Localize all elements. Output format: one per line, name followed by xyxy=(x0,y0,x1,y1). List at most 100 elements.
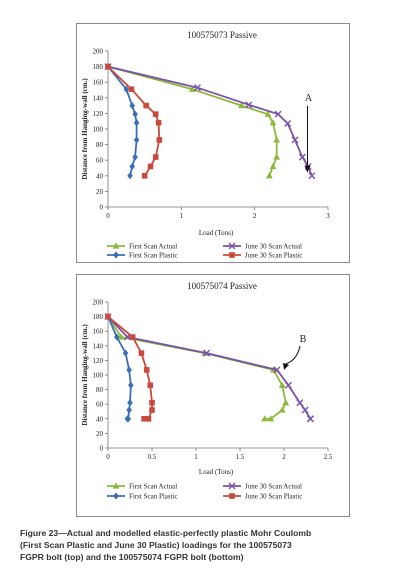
data-point xyxy=(113,492,119,500)
data-point xyxy=(291,136,299,144)
y-tick-label: 20 xyxy=(96,430,104,438)
series-june-30-scan-plastic xyxy=(105,313,155,422)
data-point xyxy=(238,102,245,109)
data-point xyxy=(269,162,277,170)
chart-title: 100575073 Passive xyxy=(187,30,257,40)
data-point xyxy=(155,119,162,126)
y-tick-label: 0 xyxy=(100,204,104,212)
x-axis-label: Load (Tons) xyxy=(199,229,234,237)
series-line xyxy=(107,316,287,420)
data-point xyxy=(112,242,120,249)
data-point xyxy=(133,119,140,127)
legend-label: June 30 Scan Actual xyxy=(245,243,302,251)
data-point xyxy=(228,482,236,490)
chart-panel-bottom: 100575074 Passive 0 20 40 60 80 100 120 140 160 18… xyxy=(76,274,350,517)
legend-label: June 30 Scan Plastic xyxy=(245,493,302,501)
data-point xyxy=(306,415,314,423)
caption-line: (First Scan Plastic and June 30 Plastic)… xyxy=(20,540,292,550)
y-tick-label: 120 xyxy=(93,110,104,118)
legend-entry: First Scan Actual xyxy=(107,242,177,251)
data-point xyxy=(112,482,120,489)
legend-entry: June 30 Scan Plastic xyxy=(223,252,302,260)
legend-label: First Scan Plastic xyxy=(129,493,178,501)
legend-entry: June 30 Scan Actual xyxy=(223,483,302,491)
data-point xyxy=(127,172,133,180)
y-tick-label: 40 xyxy=(96,172,104,180)
caption-line: Figure 23—Actual and modelled elastic-pe… xyxy=(20,528,312,538)
data-point xyxy=(127,399,133,407)
annotation-arrowhead xyxy=(283,362,289,370)
x-tick-label: 1 xyxy=(180,212,184,220)
data-point xyxy=(145,416,152,422)
annotation-arrowhead xyxy=(304,165,311,173)
series-line xyxy=(107,65,313,177)
data-point xyxy=(141,416,147,422)
data-point xyxy=(117,333,125,340)
legend-entry: First Scan Actual xyxy=(107,482,177,491)
y-tick-label: 140 xyxy=(93,342,104,350)
series-line xyxy=(107,66,138,177)
y-tick-label: 100 xyxy=(93,372,104,380)
caption-line: FGPR bolt (top) and the 100575074 FGPR b… xyxy=(20,552,244,562)
data-point xyxy=(296,399,304,407)
x-axis-label: Load (Tons) xyxy=(199,468,234,476)
series-first-scan-actual xyxy=(104,313,290,422)
data-point xyxy=(123,85,130,93)
data-point xyxy=(152,111,159,117)
data-point xyxy=(298,153,306,161)
data-point xyxy=(301,406,309,414)
y-tick-label: 180 xyxy=(93,63,104,71)
x-tick-label: 1.5 xyxy=(236,453,245,461)
data-point xyxy=(245,101,253,109)
data-point xyxy=(143,367,150,373)
x-tick-label: 2 xyxy=(282,453,286,461)
data-point xyxy=(147,382,154,389)
data-point xyxy=(149,407,155,413)
data-point xyxy=(138,350,145,356)
data-point xyxy=(132,110,138,118)
y-tick-label: 180 xyxy=(93,313,104,321)
data-point xyxy=(273,153,281,160)
y-tick-label: 80 xyxy=(96,386,104,394)
data-point xyxy=(143,102,149,109)
data-point xyxy=(193,84,201,92)
y-axis-label: Distance from Hanging-wall (cm.) xyxy=(81,78,89,180)
chart-bottom: 100575074 Passive02040608010012014016018… xyxy=(81,281,333,501)
y-tick-label: 100 xyxy=(93,126,104,134)
data-point xyxy=(129,102,135,110)
data-point xyxy=(141,173,148,179)
annotation-label: A xyxy=(305,93,313,104)
x-tick-label: 2.5 xyxy=(324,453,333,461)
y-tick-label: 80 xyxy=(96,141,104,149)
data-point xyxy=(308,172,316,180)
data-point xyxy=(126,366,132,374)
chart-title: 100575074 Passive xyxy=(187,281,257,291)
data-point xyxy=(113,251,119,259)
data-point xyxy=(284,120,292,128)
data-point xyxy=(132,153,138,161)
data-point xyxy=(269,119,277,126)
data-point xyxy=(273,366,281,374)
legend-label: June 30 Scan Plastic xyxy=(245,252,302,260)
data-point xyxy=(261,415,269,422)
y-tick-label: 40 xyxy=(96,415,104,423)
data-point xyxy=(267,415,275,422)
figure-caption: Figure 23—Actual and modelled elastic-pe… xyxy=(20,527,400,563)
data-point xyxy=(126,406,132,414)
legend-label: First Scan Plastic xyxy=(129,252,178,260)
data-point xyxy=(128,86,135,93)
data-point xyxy=(265,172,273,179)
data-point xyxy=(203,349,211,357)
y-tick-label: 160 xyxy=(93,79,104,87)
data-point xyxy=(152,154,159,160)
legend-entry: First Scan Plastic xyxy=(107,251,178,260)
data-point xyxy=(278,381,286,388)
data-point xyxy=(105,63,111,70)
data-point xyxy=(149,399,155,406)
chart-top: 100575073 Passive02040608010012014016018… xyxy=(81,30,330,260)
series-june-30-scan-plastic xyxy=(105,63,163,179)
data-point xyxy=(156,137,163,143)
data-point xyxy=(105,313,111,320)
y-tick-label: 200 xyxy=(93,299,104,307)
y-tick-label: 160 xyxy=(93,328,104,336)
